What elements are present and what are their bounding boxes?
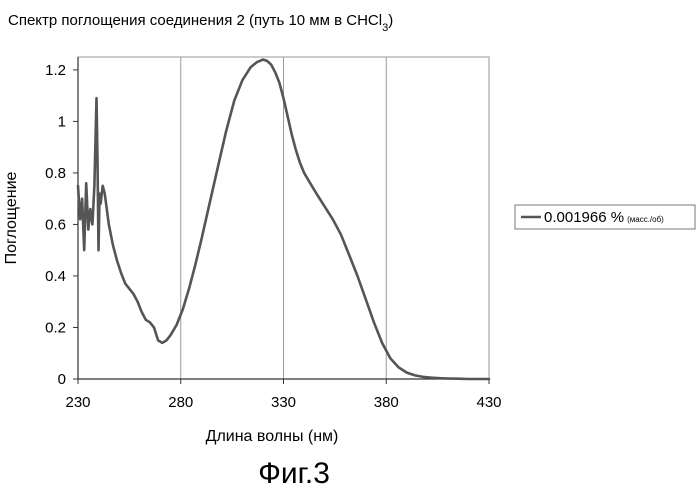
x-ticks: 230 280 330 380 430 — [65, 379, 501, 411]
y-tick-label: 0.8 — [45, 165, 66, 182]
x-tick-label: 280 — [168, 394, 193, 411]
figure-label: Фиг.3 — [258, 457, 330, 490]
x-tick-label: 380 — [374, 394, 399, 411]
y-tick-label: 1.2 — [45, 62, 66, 79]
legend: 0.001966 %(масс./об) — [515, 205, 695, 229]
vertical-gridlines — [181, 57, 489, 379]
x-tick-label: 430 — [476, 394, 501, 411]
y-axis-label: Поглощение — [3, 171, 20, 264]
y-tick-label: 0.2 — [45, 319, 66, 336]
y-ticks: 0 0.2 0.4 0.6 0.8 1 1.2 — [45, 62, 78, 388]
x-axis-label: Длина волны (нм) — [206, 428, 339, 445]
y-tick-label: 1 — [58, 113, 66, 130]
y-tick-label: 0 — [58, 371, 66, 388]
y-tick-label: 0.6 — [45, 216, 66, 233]
x-tick-label: 330 — [271, 394, 296, 411]
y-tick-label: 0.4 — [45, 268, 66, 285]
legend-label-small: (масс./об) — [627, 215, 664, 224]
chart-title: Спектр поглощения соединения 2 (путь 10 … — [8, 12, 393, 34]
chart-title-end: ) — [388, 12, 393, 29]
x-tick-label: 230 — [65, 394, 90, 411]
